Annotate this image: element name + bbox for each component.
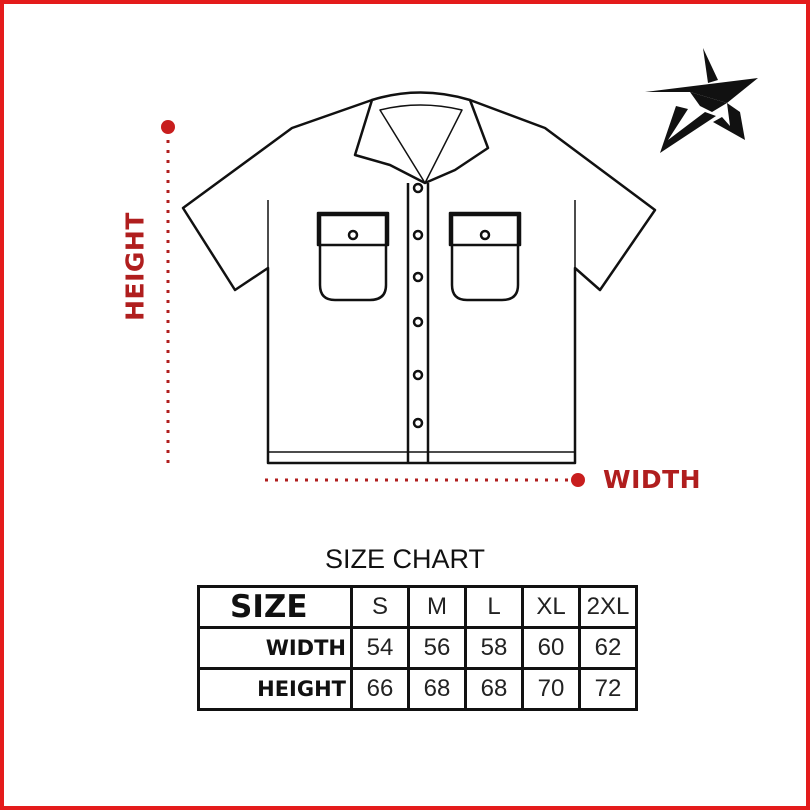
table-cell: 66 bbox=[350, 667, 410, 711]
table-cell: 54 bbox=[350, 626, 410, 670]
table-cell: 70 bbox=[521, 667, 581, 711]
width-dot bbox=[571, 473, 585, 487]
right-pocket bbox=[448, 211, 522, 302]
height-dot bbox=[161, 120, 175, 134]
height-label: HEIGHT bbox=[120, 212, 150, 321]
placket bbox=[406, 183, 430, 463]
size-m: M bbox=[407, 585, 467, 629]
shirt-outline bbox=[181, 98, 657, 465]
width-label: WIDTH bbox=[603, 465, 702, 494]
size-chart-title: SIZE CHART bbox=[324, 544, 486, 574]
size-header: SIZE bbox=[197, 585, 353, 629]
table-cell: 58 bbox=[464, 626, 524, 670]
size-table: SIZE S M L XL 2XL WIDTH 54 56 58 60 62 H… bbox=[197, 585, 638, 711]
table-cell: 56 bbox=[407, 626, 467, 670]
table-header-row: SIZE S M L XL 2XL bbox=[197, 585, 638, 629]
size-xl: XL bbox=[521, 585, 581, 629]
table-cell: 68 bbox=[407, 667, 467, 711]
row-label-width: WIDTH bbox=[197, 626, 353, 670]
size-s: S bbox=[350, 585, 410, 629]
size-2xl: 2XL bbox=[578, 585, 638, 629]
table-row: WIDTH 54 56 58 60 62 bbox=[197, 626, 638, 670]
table-cell: 62 bbox=[578, 626, 638, 670]
left-pocket bbox=[316, 211, 390, 302]
table-cell: 60 bbox=[521, 626, 581, 670]
size-l: L bbox=[464, 585, 524, 629]
buttons bbox=[412, 182, 424, 429]
table-row: HEIGHT 66 68 68 70 72 bbox=[197, 667, 638, 711]
table-cell: 68 bbox=[464, 667, 524, 711]
star-logo-icon bbox=[645, 48, 758, 153]
row-label-height: HEIGHT bbox=[197, 667, 353, 711]
collar bbox=[353, 91, 490, 185]
table-cell: 72 bbox=[578, 667, 638, 711]
